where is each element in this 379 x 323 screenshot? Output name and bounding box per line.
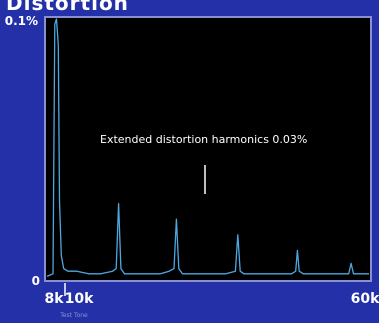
y-tick-label-top: 0.1% [5, 14, 38, 28]
y-tick-label-bottom: 0 [32, 274, 40, 288]
page-title: Distortion [6, 0, 129, 14]
annotation-label: Extended distortion harmonics 0.03% [100, 133, 307, 146]
plot-area [44, 16, 372, 282]
x-tick-label-60k: 60k [351, 291, 379, 307]
x-tick-label-8k: 8k [44, 291, 64, 307]
x-tick-label-10k: 10k [65, 291, 94, 307]
title-strip: Distortion [0, 0, 379, 14]
chart-marks [46, 18, 369, 277]
spectrum-trace-0 [46, 18, 369, 277]
x-sublabel: Test Tone [59, 312, 88, 319]
